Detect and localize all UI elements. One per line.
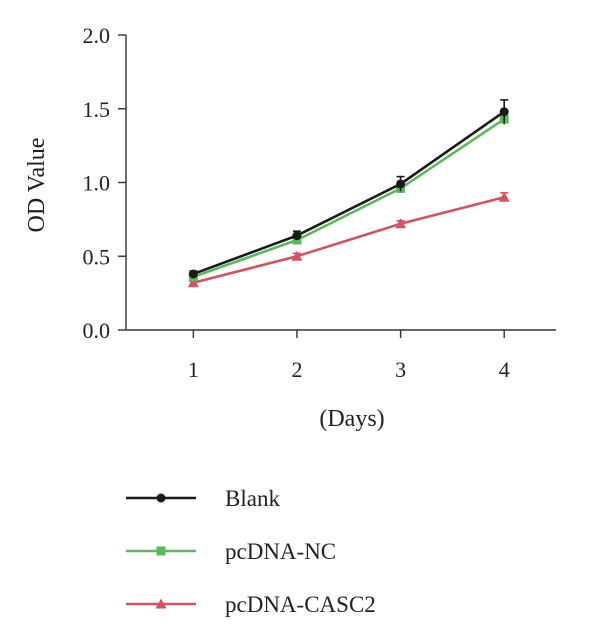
series-pcdna-nc [188, 112, 509, 282]
legend-marker [156, 546, 166, 556]
series-line [192, 110, 505, 276]
y-tick-label: 1.0 [83, 171, 111, 196]
series-line [193, 195, 505, 285]
legend-marker [156, 493, 166, 503]
data-point [498, 191, 510, 202]
x-tick-label: 2 [291, 357, 302, 382]
data-point [396, 179, 406, 189]
data-point [291, 250, 303, 261]
legend-marker [155, 598, 167, 609]
y-tick-label: 0.0 [83, 318, 111, 343]
legend-item: pcDNA-NC [126, 539, 336, 564]
x-axis-title: (Days) [319, 406, 384, 432]
series-line [192, 117, 505, 279]
data-point [395, 218, 407, 229]
x-tick-label: 4 [499, 357, 510, 382]
legend-label: pcDNA-NC [225, 539, 336, 564]
legend: Blank pcDNA-NC pcDNA-CASC2 [126, 486, 376, 617]
y-tick-label: 2.0 [83, 23, 111, 48]
legend-label: Blank [225, 486, 280, 511]
y-axis-title: OD Value [24, 138, 50, 233]
data-point [292, 231, 302, 241]
legend-label: pcDNA-CASC2 [225, 592, 376, 617]
data-point [188, 269, 198, 279]
data-point [187, 277, 199, 288]
legend-item: pcDNA-CASC2 [126, 592, 376, 617]
series-blank [188, 99, 509, 279]
x-tick-label: 1 [188, 357, 199, 382]
legend-item: Blank [126, 486, 280, 511]
x-tick-label: 3 [395, 357, 406, 382]
y-tick-label: 0.5 [83, 244, 111, 269]
data-point [499, 107, 509, 117]
series-pcdna-casc2 [187, 191, 510, 288]
series-layer [187, 99, 510, 288]
y-tick-label: 1.5 [83, 97, 111, 122]
ticks: 0.0 0.5 1.0 1.5 2.0 1 2 3 4 [83, 23, 510, 382]
